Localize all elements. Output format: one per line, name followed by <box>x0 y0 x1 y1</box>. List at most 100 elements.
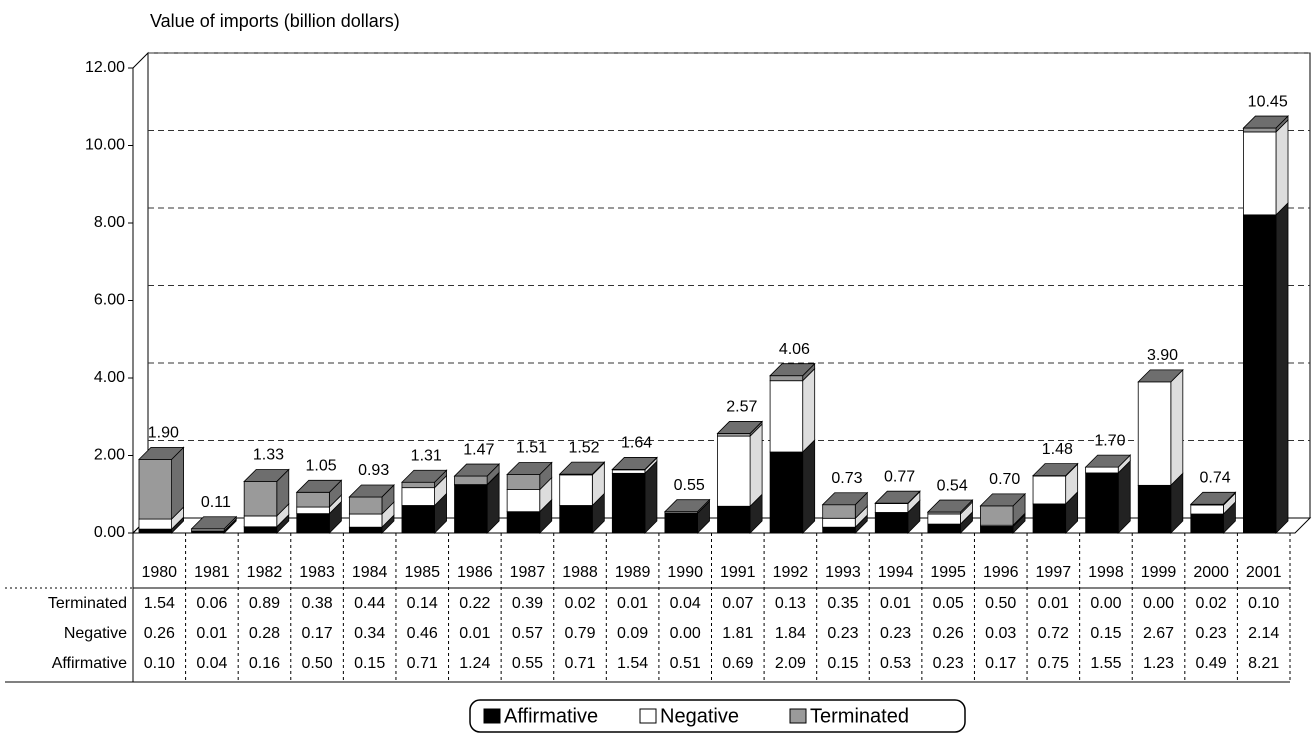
bar-segment <box>1137 381 1172 486</box>
total-label: 0.93 <box>358 462 389 479</box>
table-cell: 0.71 <box>564 655 595 672</box>
bar-segment <box>138 458 172 520</box>
bar-top <box>400 469 448 483</box>
bar-side <box>1117 459 1131 534</box>
table-cell: 0.14 <box>407 595 438 612</box>
table-cell: 1.54 <box>144 595 175 612</box>
bar-segment <box>348 513 383 528</box>
bar-top <box>243 469 290 482</box>
bar-segment <box>927 523 961 534</box>
bar-top <box>295 479 343 493</box>
table-cell: 0.53 <box>880 655 911 672</box>
bar-top <box>506 462 553 475</box>
total-label: 1.51 <box>516 440 547 457</box>
total-label: 1.31 <box>411 447 442 464</box>
bar-segment <box>822 504 856 519</box>
x-tick-label: 1998 <box>1088 564 1124 581</box>
table-cell: 0.50 <box>985 595 1016 612</box>
table-cell: 0.22 <box>459 595 490 612</box>
legend-swatch <box>789 708 807 724</box>
bar-segment <box>980 505 1014 526</box>
table-cell: 0.23 <box>1196 625 1227 642</box>
table-cell: 1.84 <box>775 625 806 642</box>
bar-side <box>1275 118 1289 216</box>
bar-segment <box>243 515 278 528</box>
bar-top <box>769 363 816 377</box>
x-tick-label: 1999 <box>1141 564 1177 581</box>
bar-side <box>1275 201 1289 534</box>
table-cell: 0.89 <box>249 595 280 612</box>
bar-segment <box>1243 131 1277 216</box>
x-tick-label: 1994 <box>878 564 914 581</box>
table-cell: 0.01 <box>196 625 227 642</box>
table-cell: 8.21 <box>1248 655 1279 672</box>
bar-segment <box>559 505 593 534</box>
total-label: 0.54 <box>937 477 968 494</box>
total-label: 1.05 <box>305 458 336 475</box>
table-cell: 0.75 <box>1038 655 1069 672</box>
table-cell: 0.00 <box>1143 595 1174 612</box>
bar-top <box>821 492 869 506</box>
bar-top <box>558 461 606 475</box>
legend-swatch <box>483 708 501 724</box>
x-tick-label: 1989 <box>615 564 651 581</box>
bar-segment <box>243 481 278 517</box>
bar-segment <box>348 496 383 515</box>
bar-segment <box>506 489 541 513</box>
x-tick-label: 1981 <box>194 564 230 581</box>
table-cell: 0.05 <box>933 595 964 612</box>
bar-top <box>874 490 921 504</box>
table-cell: 0.69 <box>722 655 753 672</box>
bar-segment <box>664 512 698 534</box>
bar-segment <box>769 375 804 382</box>
bar-segment <box>401 487 435 506</box>
table-cell: 0.38 <box>301 595 332 612</box>
table-cell: 1.54 <box>617 655 648 672</box>
table-cell: 0.28 <box>249 625 280 642</box>
legend-swatch <box>639 708 657 724</box>
bar-top <box>1242 115 1289 129</box>
bar-segment <box>348 526 383 534</box>
table-row-label: Affirmative <box>52 655 127 672</box>
bar-segment <box>1243 214 1277 534</box>
bar-segment <box>874 512 909 534</box>
table-cell: 0.06 <box>196 595 227 612</box>
table-cell: 2.67 <box>1143 625 1174 642</box>
table-cell: 0.00 <box>670 625 701 642</box>
y-tick-label: 6.00 <box>94 292 125 309</box>
total-label: 10.45 <box>1248 93 1288 110</box>
x-tick-label: 1986 <box>457 564 493 581</box>
x-tick-label: 1980 <box>141 564 177 581</box>
table-cell: 0.01 <box>459 625 490 642</box>
total-label: 1.52 <box>568 439 599 456</box>
x-tick-label: 1982 <box>247 564 283 581</box>
x-tick-label: 1997 <box>1036 564 1072 581</box>
bar-side <box>749 423 763 508</box>
total-label: 0.55 <box>674 477 705 494</box>
table-cell: 2.14 <box>1248 625 1279 642</box>
x-tick-label: 1993 <box>825 564 861 581</box>
table-cell: 0.15 <box>1090 625 1121 642</box>
bar-segment <box>1032 475 1067 505</box>
total-label: 1.47 <box>463 441 494 458</box>
bar-segment <box>1243 127 1277 133</box>
table-cell: 0.10 <box>1248 595 1279 612</box>
table-cell: 0.17 <box>301 625 332 642</box>
bar-top <box>190 516 238 530</box>
bar-segment <box>401 505 435 534</box>
total-label: 0.74 <box>1200 470 1231 487</box>
table-cell: 0.17 <box>985 655 1016 672</box>
table-cell: 0.16 <box>249 655 280 672</box>
y-tick-label: 10.00 <box>85 137 125 154</box>
total-label: 0.77 <box>884 468 915 485</box>
bar-segment <box>1032 503 1067 534</box>
y-tick-label: 4.00 <box>94 369 125 386</box>
bar-segment <box>717 433 751 437</box>
table-cell: 0.23 <box>880 625 911 642</box>
table-cell: 0.04 <box>196 655 227 672</box>
bar-top <box>611 457 658 470</box>
table-cell: 0.26 <box>933 625 964 642</box>
table-cell: 0.35 <box>827 595 858 612</box>
table-cell: 1.55 <box>1090 655 1121 672</box>
